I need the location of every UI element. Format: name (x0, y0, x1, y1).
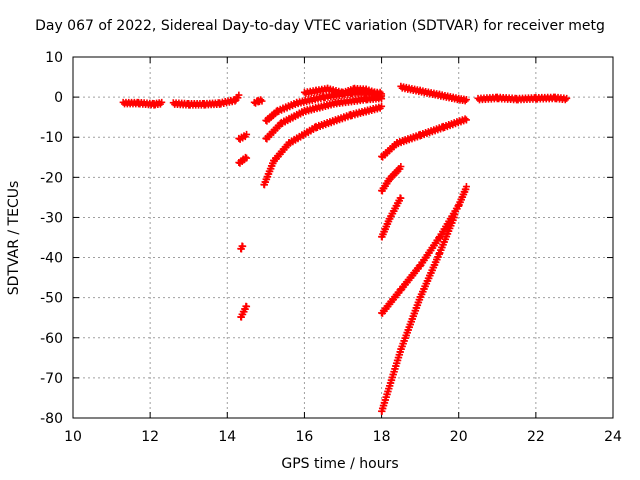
data-point (397, 163, 405, 171)
data-track (260, 102, 386, 189)
data-track (300, 84, 386, 100)
data-point (243, 302, 251, 310)
y-tick-label: -20 (40, 170, 63, 186)
data-track (169, 91, 243, 109)
y-tick-label: -10 (40, 130, 63, 146)
data-track (237, 242, 247, 253)
y-tick-label: -40 (40, 251, 63, 267)
data-track (262, 93, 386, 143)
x-tick-label: 22 (527, 429, 545, 445)
data-point (378, 102, 386, 110)
x-tick-label: 20 (450, 429, 468, 445)
data-point (243, 154, 251, 162)
data-track (237, 302, 251, 321)
x-axis-label: GPS time / hours (281, 456, 399, 472)
data-point (461, 115, 469, 123)
data-point (235, 91, 243, 99)
y-tick-label: 0 (54, 90, 63, 106)
x-tick-label: 12 (141, 429, 159, 445)
data-point (243, 130, 251, 138)
data-track (378, 211, 459, 415)
y-tick-label: -30 (40, 210, 63, 226)
data-track (250, 96, 266, 107)
x-tick-label: 18 (373, 429, 391, 445)
data-track (378, 163, 405, 195)
data-point (563, 94, 571, 102)
data-point (239, 242, 247, 250)
data-point (561, 96, 569, 104)
y-tick-label: -60 (40, 331, 63, 347)
data-point (257, 96, 265, 104)
y-tick-label: -70 (40, 371, 63, 387)
x-tick-label: 24 (604, 429, 622, 445)
data-point (258, 97, 266, 105)
data-point (451, 211, 459, 219)
data-point (397, 194, 405, 202)
y-tick-label: 10 (45, 50, 63, 66)
x-tick-label: 10 (64, 429, 82, 445)
plot-frame (72, 56, 614, 419)
data-track (474, 93, 571, 104)
data-point (461, 97, 469, 105)
data-track (378, 194, 405, 241)
y-tick-label: -50 (40, 291, 63, 307)
data-point (462, 96, 470, 104)
data-track (378, 115, 470, 161)
data-point (462, 183, 470, 191)
data-track (235, 130, 251, 143)
data-point (158, 98, 166, 106)
data-point (378, 92, 386, 100)
chart-title: Day 067 of 2022, Sidereal Day-to-day VTE… (35, 18, 605, 34)
y-axis-label: SDTVAR / TECUs (6, 180, 22, 296)
data-track (397, 82, 470, 105)
y-tick-label: -80 (40, 411, 63, 427)
data-track (235, 153, 251, 167)
x-tick-label: 14 (218, 429, 236, 445)
x-tick-label: 16 (296, 429, 314, 445)
data-point (462, 116, 470, 124)
data-track (119, 98, 166, 109)
data-track (378, 183, 470, 317)
